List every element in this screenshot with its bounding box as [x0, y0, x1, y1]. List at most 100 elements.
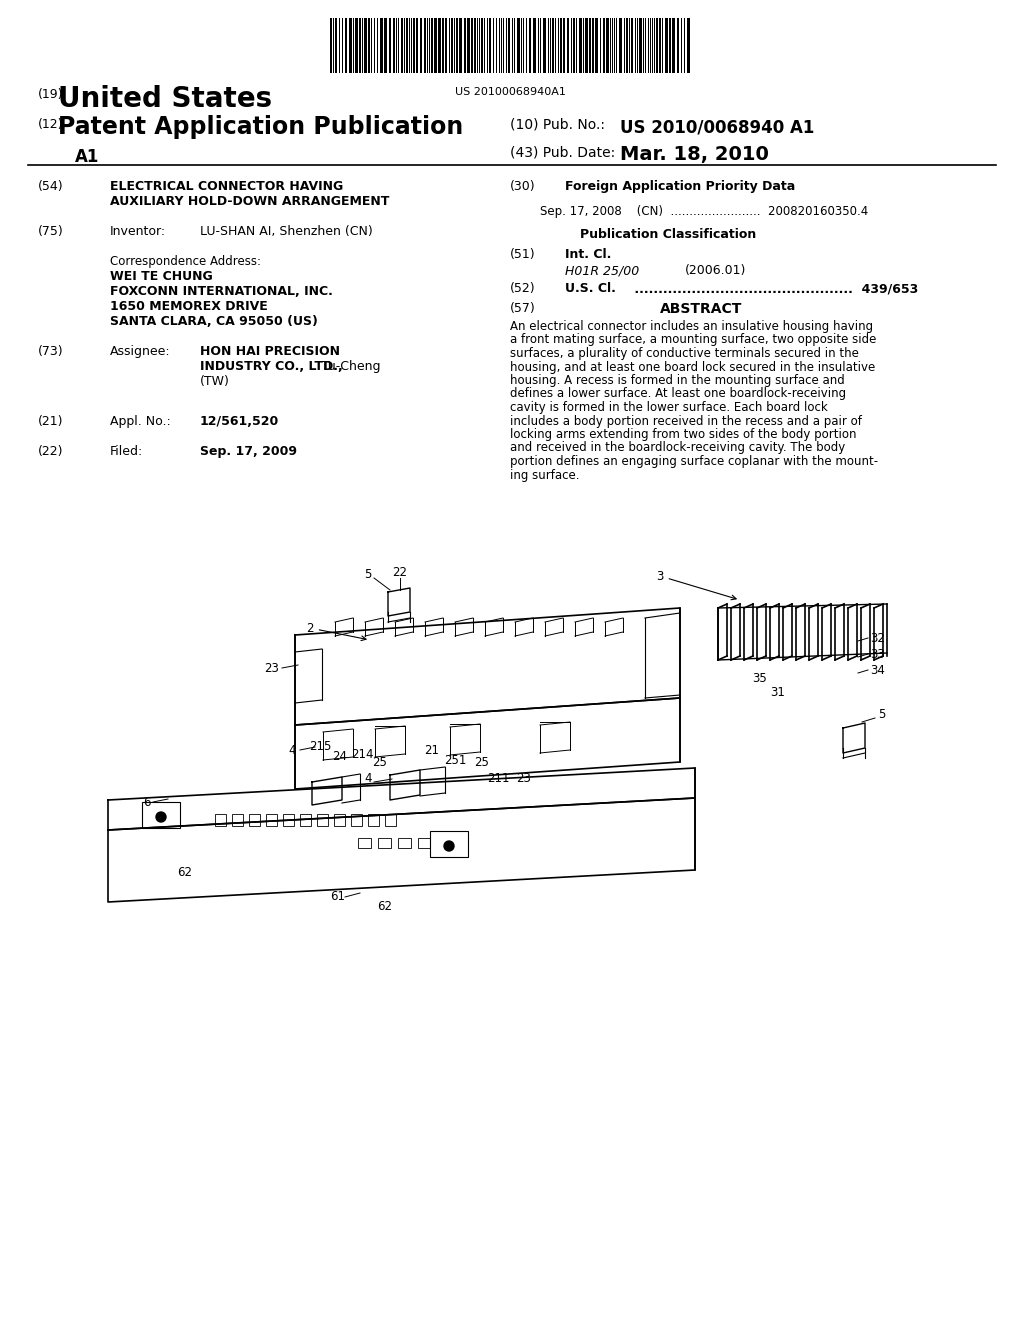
Text: housing, and at least one board lock secured in the insulative: housing, and at least one board lock sec…	[510, 360, 876, 374]
Text: housing. A recess is formed in the mounting surface and: housing. A recess is formed in the mount…	[510, 374, 845, 387]
Text: Inventor:: Inventor:	[110, 224, 166, 238]
Text: 24: 24	[333, 751, 347, 763]
Text: a front mating surface, a mounting surface, two opposite side: a front mating surface, a mounting surfa…	[510, 334, 877, 346]
Text: 3: 3	[656, 569, 736, 599]
Bar	[659, 18, 662, 73]
Bar	[626, 18, 628, 73]
Text: 22: 22	[392, 566, 408, 579]
Bar	[451, 18, 453, 73]
Text: U.S. Cl.: U.S. Cl.	[565, 282, 615, 294]
Bar	[249, 814, 260, 826]
Bar	[389, 18, 391, 73]
Bar	[406, 18, 408, 73]
Text: Patent Application Publication: Patent Application Publication	[58, 115, 463, 139]
Bar	[424, 18, 426, 73]
Bar	[142, 803, 180, 828]
Text: 35: 35	[753, 672, 767, 685]
Text: 6: 6	[143, 796, 151, 808]
Bar	[413, 18, 415, 73]
Bar	[445, 18, 447, 73]
Text: Sep. 17, 2009: Sep. 17, 2009	[200, 445, 297, 458]
Bar	[639, 18, 642, 73]
Text: 62: 62	[378, 900, 392, 913]
Bar	[603, 18, 605, 73]
Text: (21): (21)	[38, 414, 63, 428]
Text: (75): (75)	[38, 224, 63, 238]
Text: 251: 251	[443, 754, 466, 767]
Bar	[345, 18, 347, 73]
Text: defines a lower surface. At least one boardlock-receiving: defines a lower surface. At least one bo…	[510, 388, 846, 400]
Text: 215: 215	[309, 739, 331, 752]
Bar	[508, 18, 510, 73]
Text: 211: 211	[486, 771, 509, 784]
Bar	[330, 18, 332, 73]
Text: Filed:: Filed:	[110, 445, 143, 458]
Bar	[567, 18, 569, 73]
Bar	[467, 18, 470, 73]
Bar	[560, 18, 562, 73]
Text: locking arms extending from two sides of the body portion: locking arms extending from two sides of…	[510, 428, 856, 441]
Text: (10) Pub. No.:: (10) Pub. No.:	[510, 117, 605, 132]
Bar	[672, 18, 675, 73]
Text: 32: 32	[870, 631, 886, 644]
Bar	[631, 18, 633, 73]
Text: 5: 5	[365, 568, 372, 581]
Bar	[215, 814, 226, 826]
Text: 4: 4	[365, 771, 372, 784]
Bar	[669, 18, 671, 73]
Text: (43) Pub. Date:: (43) Pub. Date:	[510, 145, 615, 158]
Text: ing surface.: ing surface.	[510, 469, 580, 482]
Text: 62: 62	[177, 866, 193, 879]
Bar	[418, 838, 431, 847]
Bar	[358, 838, 371, 847]
Text: 23: 23	[264, 661, 280, 675]
Text: ..............................................  439/653: ........................................…	[630, 282, 919, 294]
Text: WEI TE CHUNG: WEI TE CHUNG	[110, 271, 213, 282]
Bar	[585, 18, 588, 73]
Bar	[552, 18, 554, 73]
Bar	[359, 18, 361, 73]
Bar	[335, 18, 337, 73]
Text: (22): (22)	[38, 445, 63, 458]
Bar	[474, 18, 476, 73]
Text: 214: 214	[351, 747, 374, 760]
Bar	[656, 18, 658, 73]
Text: cavity is formed in the lower surface. Each board lock: cavity is formed in the lower surface. E…	[510, 401, 827, 414]
Bar	[384, 18, 387, 73]
Text: United States: United States	[58, 84, 272, 114]
Text: 12/561,520: 12/561,520	[200, 414, 280, 428]
Text: includes a body portion received in the recess and a pair of: includes a body portion received in the …	[510, 414, 862, 428]
Bar	[349, 18, 352, 73]
Text: 4: 4	[288, 743, 296, 756]
Text: 34: 34	[870, 664, 886, 676]
Text: (2006.01): (2006.01)	[685, 264, 746, 277]
Bar	[380, 18, 383, 73]
Text: Tu-Cheng: Tu-Cheng	[318, 360, 381, 374]
Text: (54): (54)	[38, 180, 63, 193]
Text: An electrical connector includes an insulative housing having: An electrical connector includes an insu…	[510, 319, 873, 333]
Bar	[393, 18, 395, 73]
Bar	[398, 838, 411, 847]
Bar	[459, 18, 462, 73]
Bar	[481, 18, 483, 73]
Circle shape	[444, 841, 454, 851]
Bar	[368, 814, 379, 826]
Bar	[232, 814, 243, 826]
Bar	[266, 814, 278, 826]
Text: 31: 31	[771, 685, 785, 698]
Text: Appl. No.:: Appl. No.:	[110, 414, 171, 428]
Text: 21: 21	[425, 743, 439, 756]
Bar	[563, 18, 565, 73]
Text: Correspondence Address:: Correspondence Address:	[110, 255, 261, 268]
Bar	[416, 18, 418, 73]
Bar	[464, 18, 466, 73]
Bar	[317, 814, 328, 826]
Text: 2: 2	[306, 622, 366, 640]
Text: (30): (30)	[510, 180, 536, 193]
Text: (73): (73)	[38, 345, 63, 358]
Text: surfaces, a plurality of conductive terminals secured in the: surfaces, a plurality of conductive term…	[510, 347, 859, 360]
Bar	[579, 18, 582, 73]
Bar	[573, 18, 575, 73]
Text: ABSTRACT: ABSTRACT	[660, 302, 742, 315]
Bar	[300, 814, 311, 826]
